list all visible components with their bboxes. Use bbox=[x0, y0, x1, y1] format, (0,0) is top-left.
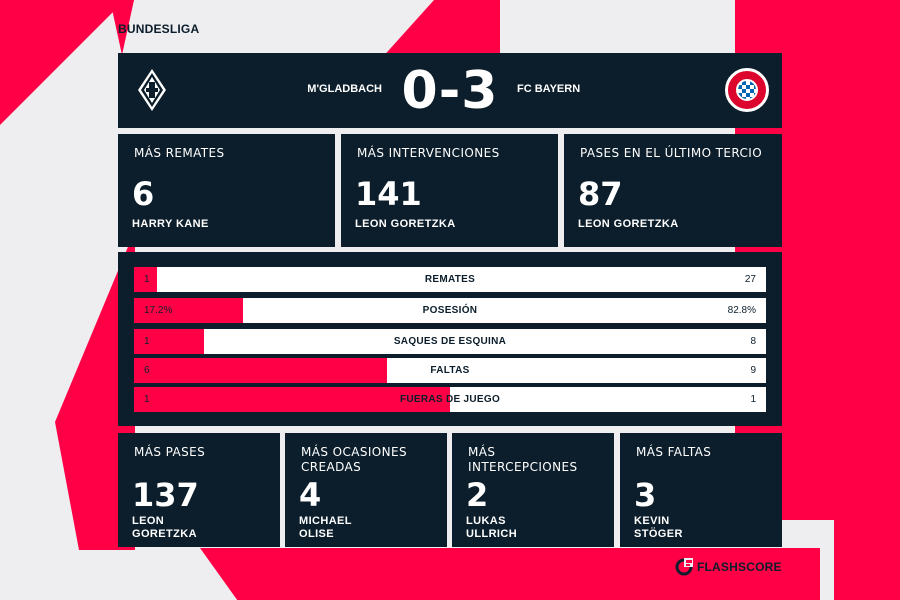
player-last-name: GORETZKA bbox=[132, 528, 197, 540]
player-last-name: ULLRICH bbox=[466, 528, 518, 540]
stat-label: FALTAS bbox=[430, 365, 470, 376]
stat-card-ocasiones: MÁS OCASIONES CREADAS 4 MICHAEL OLISE bbox=[285, 433, 447, 547]
stat-card-pases: MÁS PASES 137 LEON GORETZKA bbox=[118, 433, 280, 547]
home-value: 1 bbox=[144, 394, 150, 405]
away-team-name: FC BAYERN bbox=[517, 83, 581, 95]
comparison-row: 1 FUERAS DE JUEGO 1 bbox=[134, 387, 766, 412]
stat-card-intervenciones: MÁS INTERVENCIONES 141 LEON GORETZKA bbox=[341, 134, 558, 247]
comparison-row: 6 FALTAS 9 bbox=[134, 358, 766, 383]
stat-label: REMATES bbox=[424, 274, 476, 285]
player-first-name: LUKAS bbox=[466, 515, 506, 527]
flashscore-logo-icon bbox=[675, 558, 693, 576]
stat-card-value: 137 bbox=[132, 476, 199, 514]
home-team-name: M'GLADBACH bbox=[307, 83, 382, 95]
borussia-crest-icon bbox=[138, 69, 166, 111]
stat-card-value: 6 bbox=[132, 175, 155, 213]
player-first-name: LEON bbox=[132, 515, 165, 527]
comparison-row: 1 REMATES 27 bbox=[134, 267, 766, 292]
comparison-panel: 1 REMATES 27 17.2% POSESIÓN 82.8% 1 SAQU… bbox=[118, 252, 782, 426]
away-value: 1 bbox=[750, 394, 756, 405]
home-value: 1 bbox=[144, 336, 150, 347]
away-value: 27 bbox=[744, 274, 756, 285]
stat-label: POSESIÓN bbox=[422, 305, 478, 316]
stat-label: SAQUES DE ESQUINA bbox=[393, 336, 507, 347]
stat-card-value: 2 bbox=[466, 476, 489, 514]
background-stripe bbox=[200, 548, 820, 600]
stat-card-label: MÁS FALTAS bbox=[636, 445, 712, 459]
stat-card-label: MÁS REMATES bbox=[134, 146, 225, 160]
stat-label: FUERAS DE JUEGO bbox=[399, 394, 501, 405]
stat-card-remates: MÁS REMATES 6 HARRY KANE bbox=[118, 134, 335, 247]
stat-card-player: LEON GORETZKA bbox=[355, 218, 456, 230]
flashscore-logo: FLASHSCORE bbox=[675, 557, 785, 577]
home-share-bar bbox=[134, 329, 205, 354]
stat-card-value: 87 bbox=[578, 175, 623, 213]
stat-card-value: 4 bbox=[299, 476, 322, 514]
stat-card-player: KEVIN STÖGER bbox=[634, 515, 734, 541]
away-value: 9 bbox=[750, 365, 756, 376]
stat-card-label: MÁS PASES bbox=[134, 445, 206, 459]
comparison-row: 1 SAQUES DE ESQUINA 8 bbox=[134, 329, 766, 354]
stat-card-player: LUKAS ULLRICH bbox=[466, 515, 566, 541]
home-share-bar bbox=[134, 267, 157, 292]
stat-card-value: 141 bbox=[355, 175, 422, 213]
stat-card-faltas: MÁS FALTAS 3 KEVIN STÖGER bbox=[620, 433, 782, 547]
stat-card-pases-ultimo-tercio: PASES EN EL ÚLTIMO TERCIO 87 LEON GORETZ… bbox=[564, 134, 782, 247]
match-score: 0-3 bbox=[401, 61, 499, 121]
comparison-row: 17.2% POSESIÓN 82.8% bbox=[134, 298, 766, 323]
away-value: 8 bbox=[750, 336, 756, 347]
player-first-name: KEVIN bbox=[634, 515, 670, 527]
background-stripe bbox=[0, 0, 125, 125]
match-header bbox=[118, 53, 782, 128]
home-share-bar bbox=[134, 387, 450, 412]
player-first-name: MICHAEL bbox=[299, 515, 352, 527]
stat-card-player: HARRY KANE bbox=[132, 218, 209, 230]
stat-card-player: LEON GORETZKA bbox=[578, 218, 679, 230]
stat-card-label: MÁS INTERVENCIONES bbox=[357, 146, 500, 160]
stat-card-player: MICHAEL OLISE bbox=[299, 515, 399, 541]
stat-card-label: PASES EN EL ÚLTIMO TERCIO bbox=[580, 146, 763, 160]
stat-card-value: 3 bbox=[634, 476, 657, 514]
home-share-bar bbox=[134, 358, 387, 383]
away-value: 82.8% bbox=[727, 305, 756, 316]
home-share-bar bbox=[134, 298, 243, 323]
league-title: BUNDESLIGA bbox=[118, 22, 200, 36]
stat-card-intercepciones: MÁS INTERCEPCIONES 2 LUKAS ULLRICH bbox=[452, 433, 614, 547]
home-value: 6 bbox=[144, 365, 150, 376]
background-stripe bbox=[110, 0, 134, 55]
home-value: 17.2% bbox=[144, 305, 173, 316]
stat-card-label: MÁS OCASIONES CREADAS bbox=[301, 445, 408, 474]
background-stripe bbox=[380, 0, 500, 60]
stat-card-label: MÁS INTERCEPCIONES bbox=[468, 445, 578, 474]
player-last-name: STÖGER bbox=[634, 528, 683, 540]
player-last-name: OLISE bbox=[299, 528, 335, 540]
home-value: 1 bbox=[144, 274, 150, 285]
fc-bayern-crest-icon bbox=[725, 68, 769, 112]
stat-card-player: LEON GORETZKA bbox=[132, 515, 232, 541]
brand-name: FLASHSCORE bbox=[697, 560, 782, 574]
